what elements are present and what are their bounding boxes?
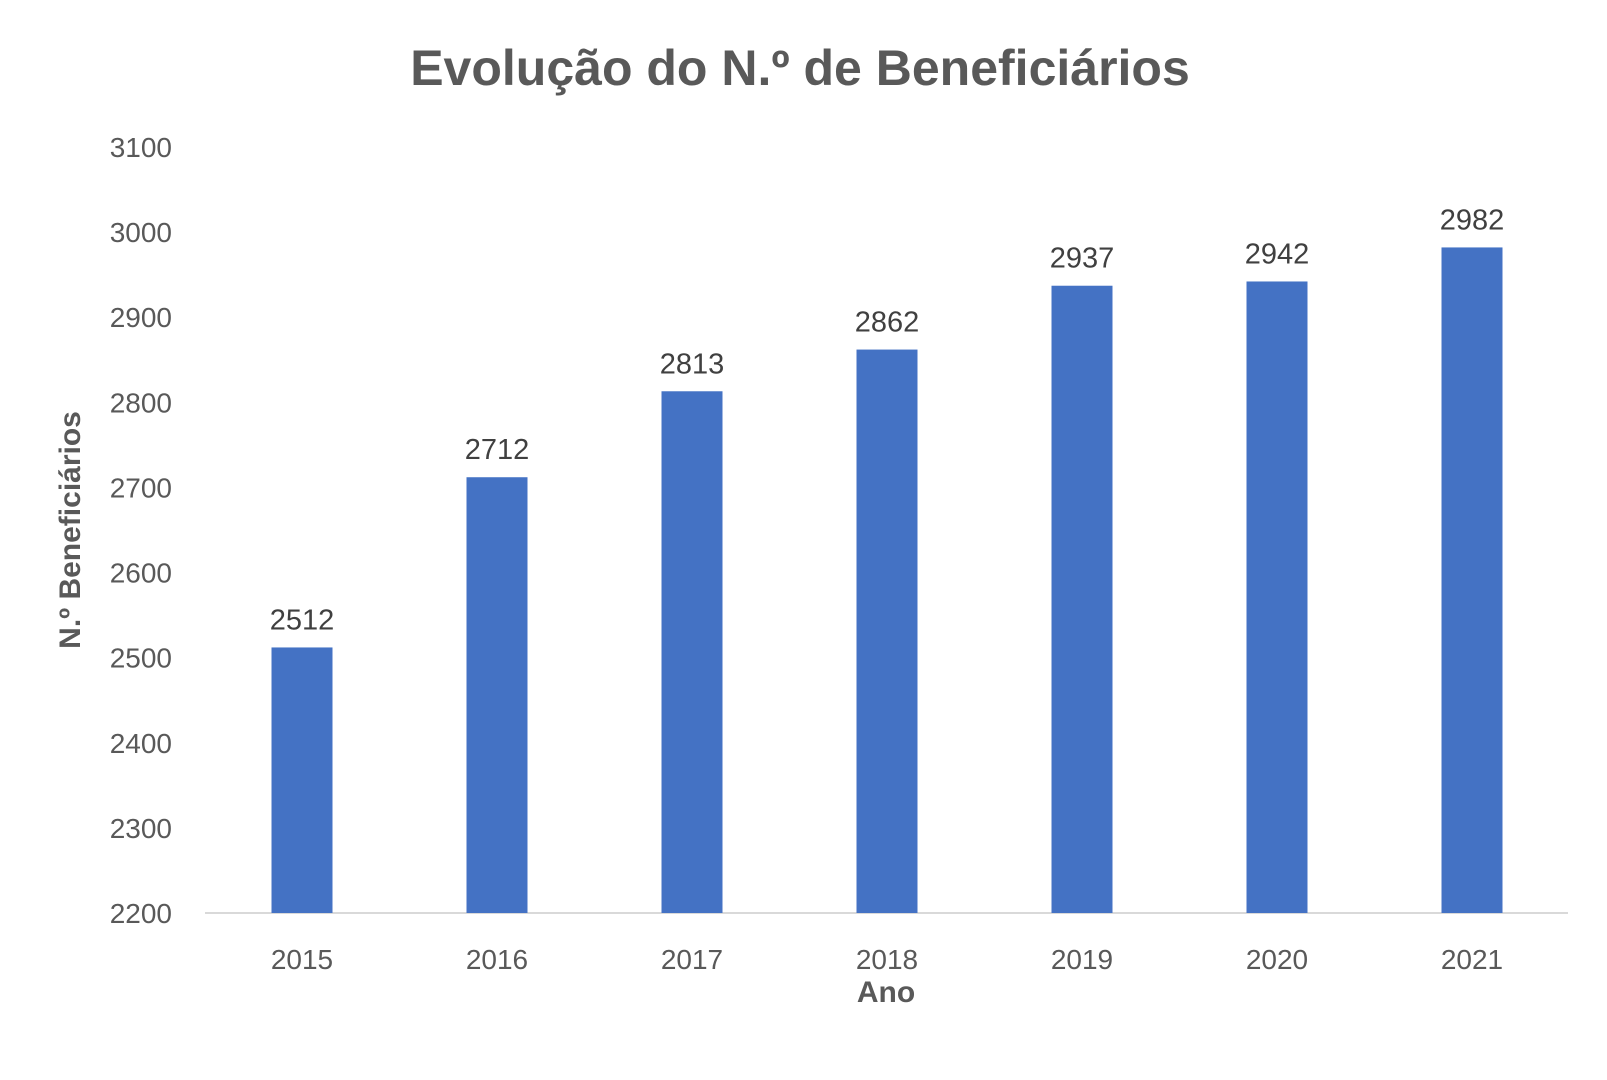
bar-2016 — [466, 477, 528, 913]
bar-2019 — [1051, 285, 1113, 914]
chart-title: Evolução do N.º de Beneficiários — [410, 40, 1190, 96]
bar-2017 — [661, 391, 723, 913]
x-tick-label: 2020 — [1246, 944, 1308, 975]
y-tick-label: 3100 — [110, 132, 172, 163]
bar-2021 — [1441, 247, 1503, 914]
data-label: 2937 — [1050, 243, 1115, 275]
y-axis-title: N.º Beneficiários — [54, 411, 87, 649]
y-tick-label: 2400 — [110, 728, 172, 759]
y-tick-label: 3000 — [110, 217, 172, 248]
y-tick-label: 2800 — [110, 387, 172, 418]
bar-2018 — [856, 349, 918, 913]
y-tick-label: 2500 — [110, 643, 172, 674]
y-tick-label: 2700 — [110, 472, 172, 503]
data-label: 2982 — [1440, 204, 1505, 236]
x-tick-label: 2015 — [271, 944, 333, 975]
x-tick-label: 2021 — [1441, 944, 1503, 975]
bar-2020 — [1246, 281, 1308, 913]
x-tick-label: 2017 — [661, 944, 723, 975]
y-tick-label: 2900 — [110, 302, 172, 333]
data-label: 2862 — [855, 307, 920, 339]
y-tick-label: 2600 — [110, 558, 172, 589]
x-axis-title: Ano — [857, 976, 915, 1009]
data-label: 2512 — [270, 604, 335, 636]
x-tick-label: 2019 — [1051, 944, 1113, 975]
y-tick-label: 2300 — [110, 813, 172, 844]
data-label: 2712 — [465, 434, 530, 466]
data-label: 2942 — [1245, 238, 1310, 270]
y-tick-label: 2200 — [110, 898, 172, 929]
bar-2015 — [271, 647, 333, 913]
data-label: 2813 — [660, 348, 725, 380]
x-tick-label: 2016 — [466, 944, 528, 975]
x-tick-label: 2018 — [856, 944, 918, 975]
